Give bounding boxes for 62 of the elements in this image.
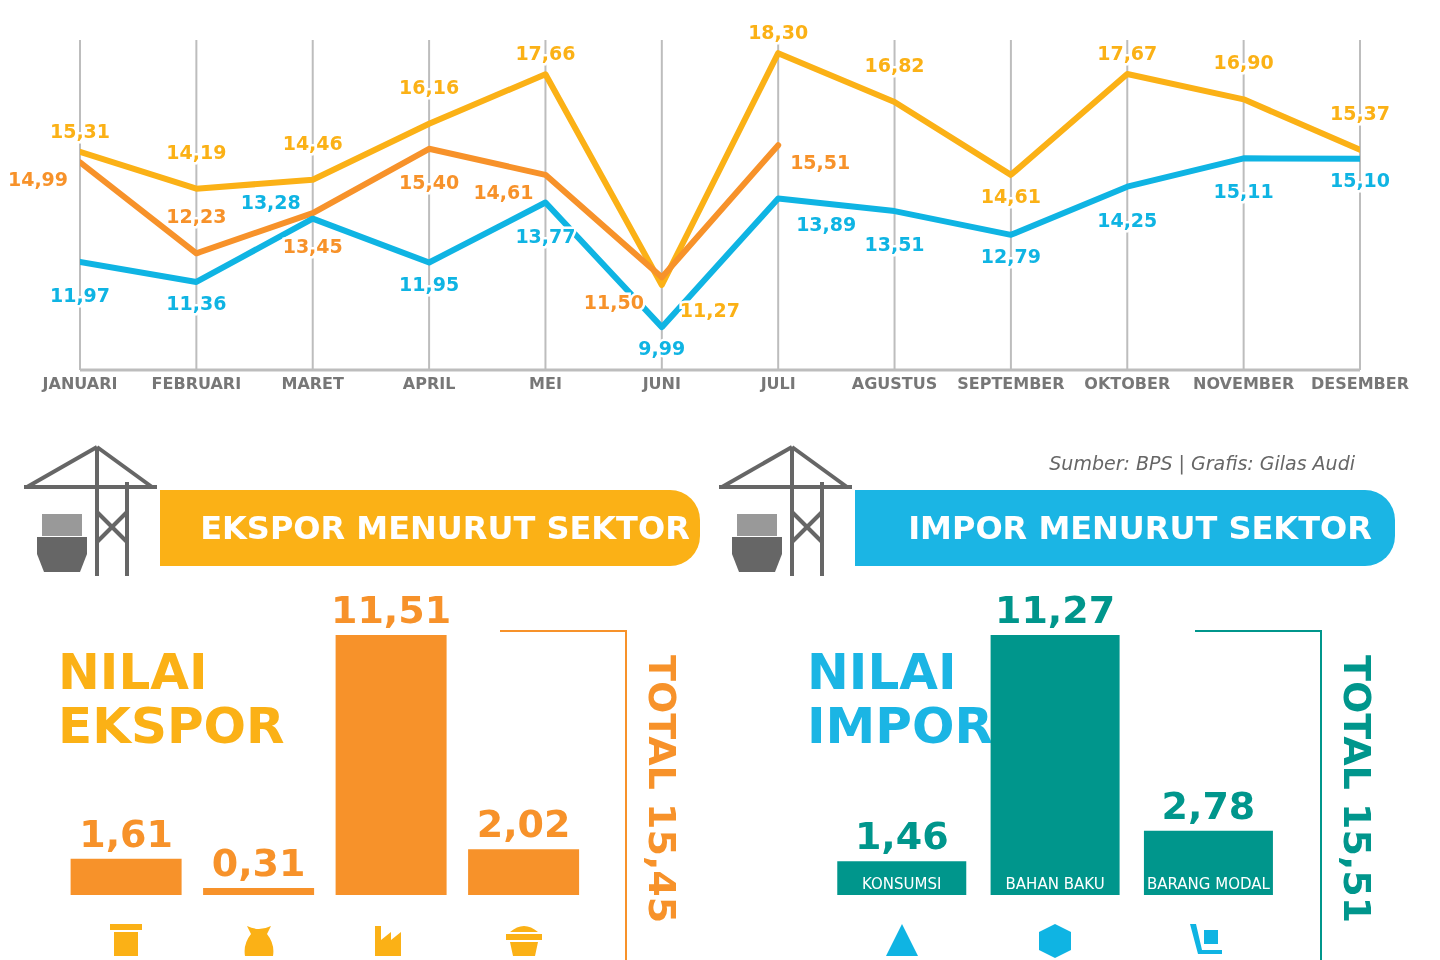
data-label: 2,02 (476, 802, 571, 847)
data-label: 15,40 (399, 170, 460, 193)
x-tick-label: OKTOBER (1084, 374, 1171, 394)
data-label: 16,16 (399, 75, 460, 98)
chart-title: EKSPOR MENURUT SEKTOR (160, 490, 700, 566)
text: Sumber: BPS | Grafis: Gilas Audi (1049, 452, 1355, 474)
data-label: 15,37 (1329, 101, 1391, 124)
data-label: 11,27 (679, 298, 740, 321)
bar (468, 849, 580, 895)
data-label: 16,90 (1213, 51, 1274, 74)
data-label: 11,95 (399, 272, 460, 295)
data-label: 13,89 (796, 212, 857, 235)
x-tick-label: MEI (529, 374, 562, 394)
x-tick-label: JANUARI (41, 374, 118, 394)
text: TOTAL 15,45 (640, 655, 684, 924)
data-label: 2,78 (1161, 783, 1256, 828)
data-label: 15,31 (49, 119, 111, 142)
data-label: 12,23 (166, 205, 227, 228)
data-label: 15,51 (790, 151, 851, 174)
x-tick-label: BARANG MODAL (1146, 875, 1271, 893)
data-label: 17,66 (515, 42, 576, 65)
data-label: 11,51 (331, 588, 452, 632)
x-tick-label: APRIL (402, 374, 456, 394)
x-tick-label: KONSUMSI (862, 875, 942, 893)
data-label: 14,61 (980, 184, 1041, 207)
data-label: 0,31 (211, 841, 306, 885)
x-tick-label: FEBRUARI (151, 374, 242, 394)
annotation: NILAI EKSPOR (58, 643, 286, 755)
x-tick-label: DESEMBER (1310, 374, 1410, 394)
data-label: 11,36 (166, 291, 227, 314)
data-label: 18,30 (748, 21, 809, 44)
data-label: 15,10 (1329, 168, 1391, 191)
x-tick-label: NOVEMBER (1193, 374, 1295, 394)
x-tick-label: JUNI (641, 374, 681, 394)
data-label: 14,99 (7, 168, 69, 191)
data-label: 14,19 (166, 140, 227, 163)
x-tick-label: MARET (281, 374, 345, 394)
data-label: 1,61 (79, 811, 173, 856)
data-label: 14,61 (473, 180, 534, 203)
data-label: 13,51 (864, 233, 925, 256)
x-tick-label: SEPTEMBER (957, 374, 1065, 394)
x-tick-label: JULI (759, 374, 796, 394)
data-label: 13,28 (240, 190, 301, 213)
data-label: 14,25 (1097, 208, 1158, 231)
data-label: 1,46 (854, 814, 949, 859)
data-label: 14,46 (282, 131, 343, 154)
text: TOTAL 15,51 (1335, 655, 1379, 924)
data-label: 11,97 (49, 283, 111, 306)
chart-title: IMPOR MENURUT SEKTOR (855, 490, 1395, 566)
bar (203, 888, 315, 895)
data-label: 12,79 (980, 244, 1041, 267)
data-label: 11,27 (995, 588, 1116, 632)
x-tick-label: BAHAN BAKU (1005, 875, 1105, 893)
data-label: 13,45 (282, 235, 343, 258)
data-label: 16,82 (864, 53, 925, 76)
data-label: 15,11 (1213, 180, 1274, 203)
x-tick-label: AGUSTUS (851, 374, 938, 394)
annotation: NILAI IMPOR (807, 643, 994, 755)
data-label: 9,99 (638, 337, 686, 360)
bar (335, 635, 447, 895)
data-label: 17,67 (1097, 41, 1158, 64)
bar (70, 858, 182, 895)
